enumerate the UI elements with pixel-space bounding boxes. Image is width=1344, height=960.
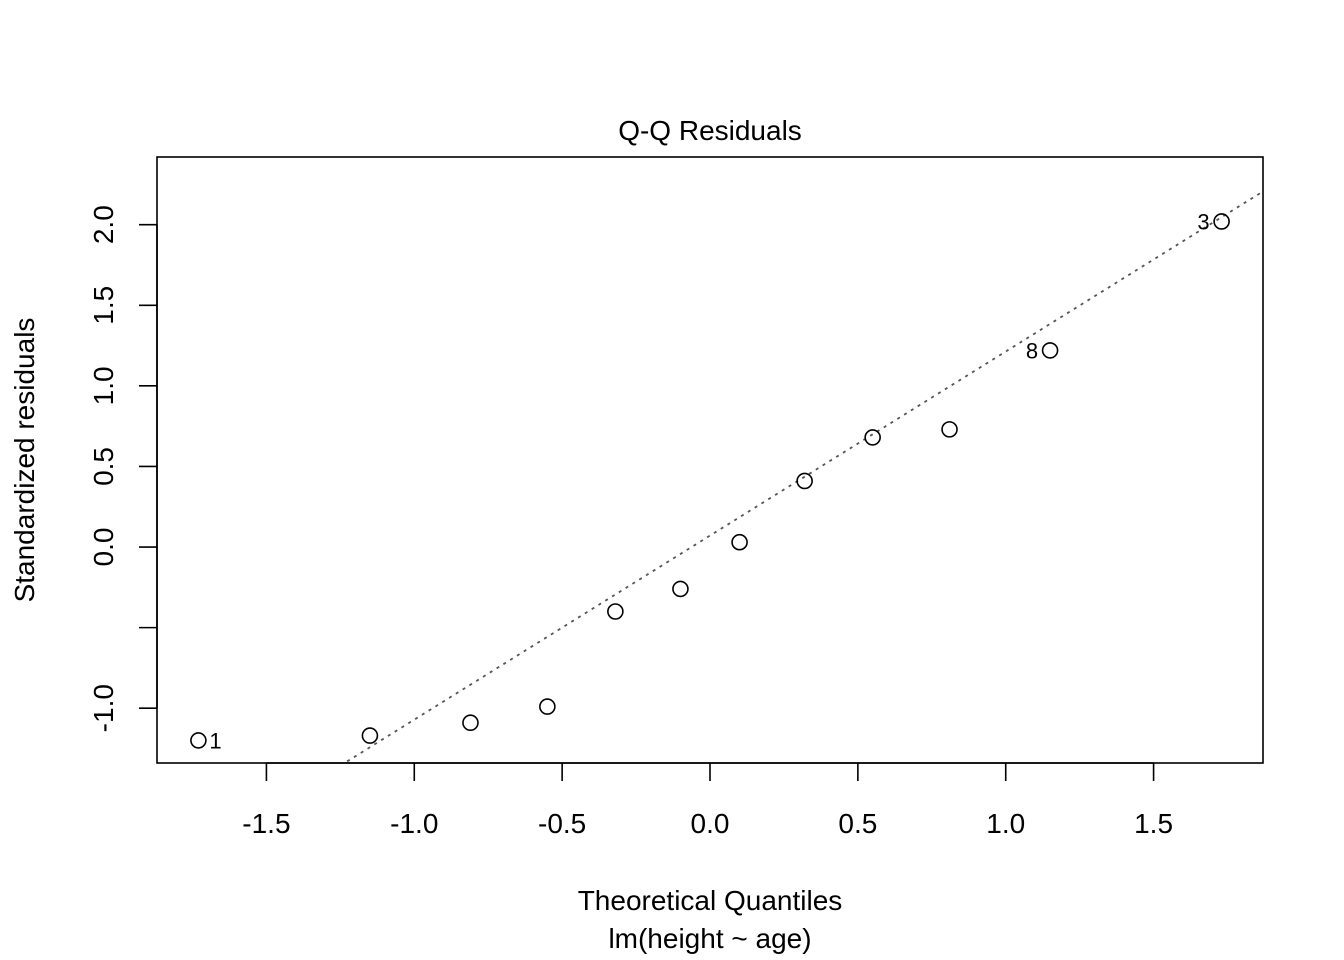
data-point [672,580,689,598]
data-point [941,421,958,438]
x-tick-label: 0.5 [838,808,877,839]
point-label: 3 [1197,209,1209,234]
data-point [361,727,379,744]
y-tick-label: 2.0 [88,205,119,244]
data-point [864,429,881,446]
y-axis: -1.0 0.0 0.5 1.0 1.5 2.0 [88,205,158,732]
y-axis-label: Standardized residuals [9,318,40,603]
x-axis: -1.5 -1.0 -0.5 0.0 0.5 1.0 1.5 [242,762,1173,839]
y-tick-label: 1.0 [88,366,119,405]
plot-frame [156,156,1264,764]
x-axis-sublabel: lm(height ~ age) [608,923,811,954]
data-point [190,732,207,749]
data-point [1041,342,1059,359]
y-tick-label: -1.0 [88,684,119,732]
data-point [796,472,813,490]
data-point [731,533,748,551]
plot-area: 1 8 3 [190,190,1263,763]
x-tick-label: 1.5 [1134,808,1173,839]
y-tick-label: 1.5 [88,286,119,325]
x-tick-label: 0.0 [691,808,730,839]
data-point [1213,213,1230,230]
x-tick-label: -1.0 [390,808,438,839]
x-tick-label: 1.0 [986,808,1025,839]
y-tick-label: 0.0 [88,528,119,567]
point-label: 1 [209,728,221,753]
x-tick-label: -1.5 [242,808,290,839]
data-point [462,714,479,732]
x-axis-label: Theoretical Quantiles [578,885,843,916]
data-point [539,698,556,715]
y-tick-label: 0.5 [88,447,119,486]
data-point [607,603,624,620]
chart-title: Q-Q Residuals [618,115,802,146]
point-label: 8 [1026,338,1038,363]
x-tick-label: -0.5 [538,808,586,839]
